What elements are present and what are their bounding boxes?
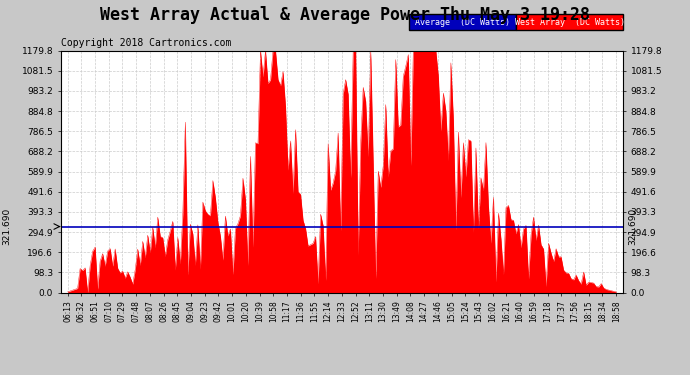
Text: 321.690: 321.690 bbox=[629, 208, 638, 245]
Text: Copyright 2018 Cartronics.com: Copyright 2018 Cartronics.com bbox=[61, 38, 231, 48]
Text: West Array Actual & Average Power Thu May 3 19:28: West Array Actual & Average Power Thu Ma… bbox=[100, 6, 590, 24]
Text: West Array  (DC Watts): West Array (DC Watts) bbox=[515, 18, 624, 27]
Text: Average  (DC Watts): Average (DC Watts) bbox=[415, 18, 511, 27]
FancyBboxPatch shape bbox=[516, 14, 623, 30]
Text: 321.690: 321.690 bbox=[2, 208, 11, 245]
FancyBboxPatch shape bbox=[409, 14, 516, 30]
